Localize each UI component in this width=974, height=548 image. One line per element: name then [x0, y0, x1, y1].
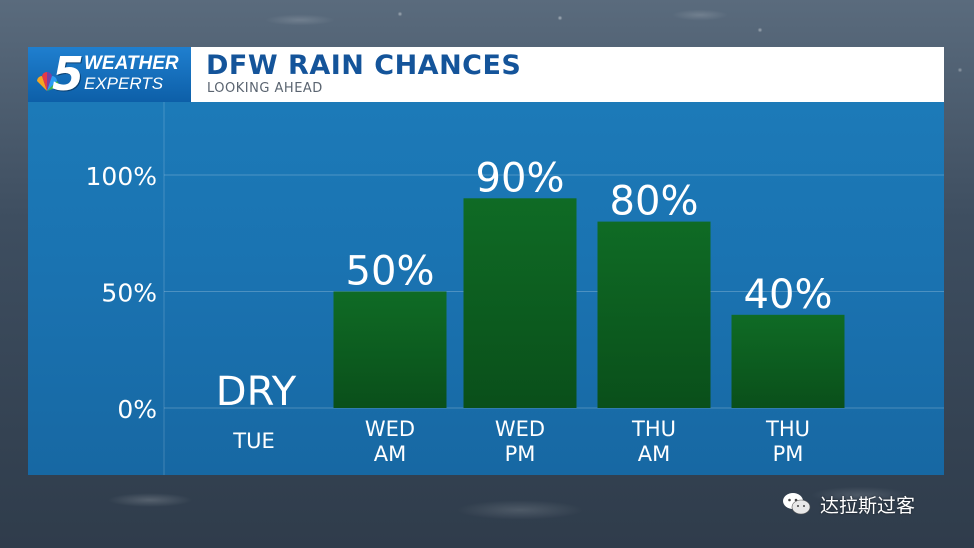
chart-panel: 0% 50% 100% DRY TUE 50% WED AM 90% WED PM 80% THU AM 4…	[28, 102, 944, 475]
x-tick-label: WED	[495, 417, 545, 441]
bar	[333, 291, 447, 408]
wechat-icon	[783, 493, 811, 515]
y-tick-label: 0%	[117, 395, 157, 424]
watermark: 达拉斯过客	[782, 489, 942, 519]
page-subtitle: LOOKING AHEAD	[207, 81, 323, 96]
x-tick-label: PM	[505, 442, 536, 466]
bar	[463, 198, 577, 408]
logo-weather-text: WEATHER	[84, 53, 179, 74]
x-tick-label: TUE	[232, 429, 274, 453]
data-label: 50%	[346, 249, 435, 295]
logo-experts-text: EXPERTS	[84, 74, 164, 93]
rain-chance-chart: 0%50%100%DRYTUE50%WEDAM90%WEDPM80%THUAM4…	[86, 102, 944, 475]
header-banner: 5 WEATHER EXPERTS DFW RAIN CHANCES LOOKI…	[28, 47, 944, 102]
watermark-text: 达拉斯过客	[820, 495, 916, 517]
logo-number: 5	[52, 47, 85, 101]
x-tick-label: PM	[773, 442, 804, 466]
x-tick-label: WED	[365, 417, 415, 441]
x-tick-label: AM	[374, 442, 406, 466]
nbc5-logo: 5 WEATHER EXPERTS	[28, 47, 191, 102]
y-tick-label: 50%	[101, 279, 157, 308]
bar	[597, 221, 711, 408]
x-tick-label: THU	[631, 417, 676, 441]
data-label: 80%	[610, 179, 699, 225]
data-label: 40%	[744, 272, 833, 318]
x-tick-label: THU	[765, 417, 810, 441]
data-label: DRY	[216, 369, 297, 415]
y-tick-label: 100%	[86, 162, 157, 191]
peacock-icon	[37, 71, 59, 91]
page-title: DFW RAIN CHANCES	[206, 50, 522, 81]
data-label: 90%	[476, 155, 565, 201]
bar	[731, 314, 845, 408]
x-tick-label: AM	[638, 442, 670, 466]
